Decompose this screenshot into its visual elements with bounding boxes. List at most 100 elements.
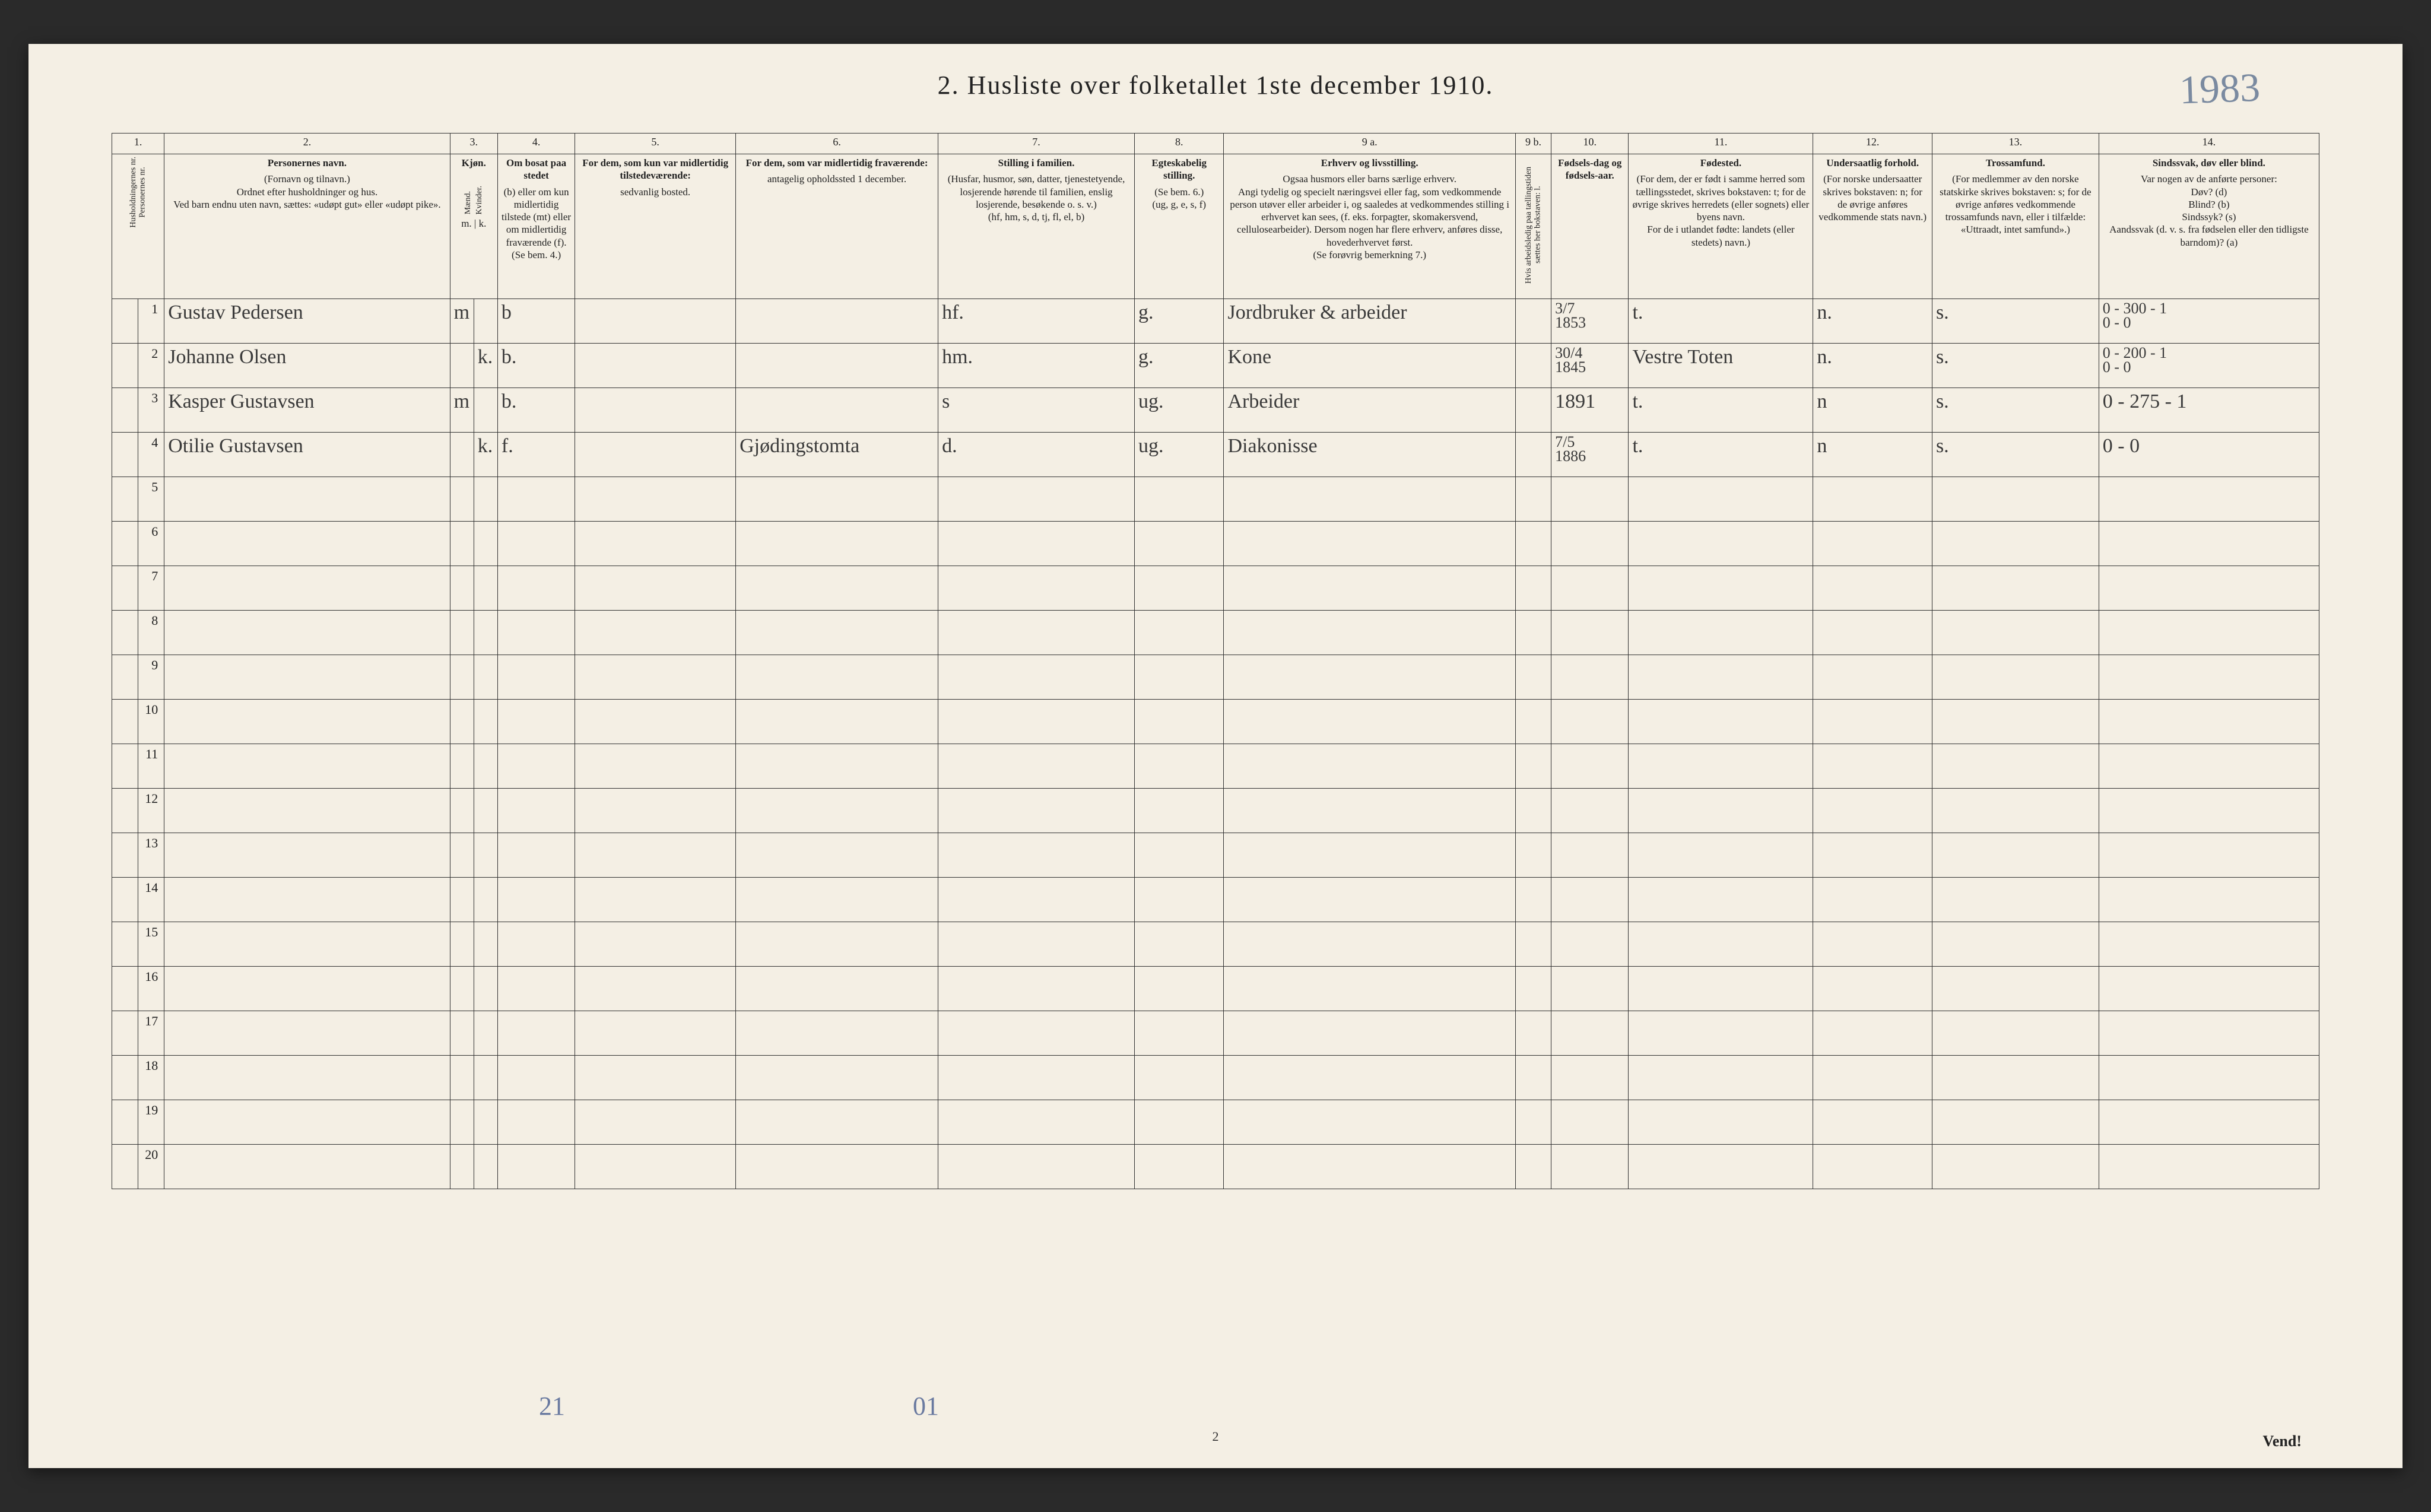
- table-row: 13: [112, 833, 2319, 878]
- cell: [450, 1056, 474, 1100]
- cell: [1551, 789, 1629, 833]
- cell: [1629, 700, 1813, 744]
- head-11: Fødested.(For dem, der er født i samme h…: [1629, 154, 1813, 299]
- cell: [450, 1145, 474, 1189]
- cell: [1551, 878, 1629, 922]
- cell: [112, 878, 138, 922]
- cell: [1515, 744, 1551, 789]
- cell: [1135, 611, 1224, 655]
- cell: [1629, 967, 1813, 1011]
- colnum-7: 7.: [938, 134, 1135, 154]
- cell: [1135, 744, 1224, 789]
- cell: 18: [138, 1056, 164, 1100]
- cell: Gjødingstomta: [736, 433, 938, 477]
- foot-left-note: 21: [539, 1391, 565, 1421]
- cell: [1135, 1145, 1224, 1189]
- cell: [1135, 655, 1224, 700]
- cell: [1515, 1011, 1551, 1056]
- cell: t.: [1629, 299, 1813, 344]
- cell: [938, 878, 1135, 922]
- handwritten-year-note: 1983: [2179, 64, 2261, 114]
- cell: [1932, 967, 2099, 1011]
- cell: Johanne Olsen: [164, 344, 450, 388]
- cell: [1932, 789, 2099, 833]
- cell: [736, 1011, 938, 1056]
- cell: s: [938, 388, 1135, 433]
- head-11-body: (For dem, der er født i samme herred som…: [1632, 173, 1809, 247]
- cell: [1515, 1145, 1551, 1189]
- table-header: 1. 2. 3. 4. 5. 6. 7. 8. 9 a. 9 b. 10. 11…: [112, 134, 2319, 299]
- cell: 3/7 1853: [1551, 299, 1629, 344]
- head-14-body: Var nogen av de anførte personer: Døv? (…: [2109, 173, 2309, 247]
- cell: [474, 1011, 497, 1056]
- cell: f.: [497, 433, 575, 477]
- head-14-title: Sindssvak, døv eller blind.: [2103, 157, 2315, 169]
- cell: [575, 1100, 736, 1145]
- cell: [736, 878, 938, 922]
- cell: [450, 878, 474, 922]
- cell: [1813, 477, 1932, 522]
- head-7: Stilling i familien.(Husfar, husmor, søn…: [938, 154, 1135, 299]
- head-1-text: Husholdningernes nr. Personernes nr.: [129, 157, 147, 228]
- cell: [938, 789, 1135, 833]
- cell: [164, 744, 450, 789]
- colnum-11: 11.: [1629, 134, 1813, 154]
- cell: [474, 967, 497, 1011]
- cell: [1932, 878, 2099, 922]
- cell: [575, 388, 736, 433]
- cell: [1515, 522, 1551, 566]
- colnum-10: 10.: [1551, 134, 1629, 154]
- cell: [1515, 611, 1551, 655]
- cell: s.: [1932, 299, 2099, 344]
- cell: [1813, 1056, 1932, 1100]
- cell: Arbeider: [1224, 388, 1515, 433]
- census-form-page: 2. Husliste over folketallet 1ste decemb…: [28, 44, 2403, 1468]
- cell: [736, 833, 938, 878]
- cell: [938, 700, 1135, 744]
- cell: [1813, 566, 1932, 611]
- cell: [938, 967, 1135, 1011]
- head-2: Personernes navn.(Fornavn og tilnavn.) O…: [164, 154, 450, 299]
- cell: [2099, 655, 2319, 700]
- cell: [164, 477, 450, 522]
- table-row: 11: [112, 744, 2319, 789]
- cell: [1813, 655, 1932, 700]
- cell: [2099, 522, 2319, 566]
- head-13-title: Trossamfund.: [1936, 157, 2095, 169]
- cell: [2099, 967, 2319, 1011]
- cell: [1224, 744, 1515, 789]
- cell: 10: [138, 700, 164, 744]
- cell: [1932, 1011, 2099, 1056]
- cell: [1932, 833, 2099, 878]
- head-4-body: (b) eller om kun midlertidig tilstede (m…: [502, 186, 571, 261]
- cell: [1224, 1145, 1515, 1189]
- cell: [1932, 744, 2099, 789]
- cell: [1932, 700, 2099, 744]
- cell: 11: [138, 744, 164, 789]
- cell: [474, 1100, 497, 1145]
- table-row: 19: [112, 1100, 2319, 1145]
- cell: [1515, 878, 1551, 922]
- cell: [112, 833, 138, 878]
- cell: [736, 611, 938, 655]
- cell: [575, 789, 736, 833]
- head-9b: Hvis arbeidsledig paa tællingstiden sætt…: [1515, 154, 1551, 299]
- cell: [164, 1100, 450, 1145]
- cell: [1515, 700, 1551, 744]
- head-8-body: (Se bem. 6.) (ug, g, e, s, f): [1152, 186, 1206, 210]
- head-3: Kjøn.Mænd. Kvinder.m. | k.: [450, 154, 497, 299]
- cell: [497, 1100, 575, 1145]
- cell: [112, 655, 138, 700]
- cell: [450, 744, 474, 789]
- cell: n: [1813, 388, 1932, 433]
- table-row: 4Otilie Gustavsenk.f.Gjødingstomtad.ug.D…: [112, 433, 2319, 477]
- cell: [1135, 833, 1224, 878]
- cell: [575, 1145, 736, 1189]
- head-3-m: Mænd.: [464, 191, 472, 214]
- cell: [2099, 566, 2319, 611]
- head-12: Undersaatlig forhold.(For norske undersa…: [1813, 154, 1932, 299]
- cell: [1551, 833, 1629, 878]
- cell: [736, 967, 938, 1011]
- cell: [497, 477, 575, 522]
- vend-label: Vend!: [2262, 1432, 2302, 1450]
